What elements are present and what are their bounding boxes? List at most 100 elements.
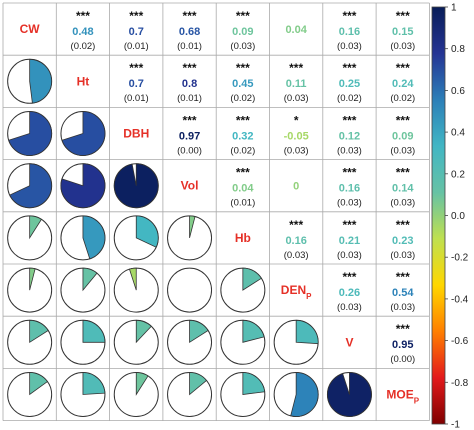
pie-slice bbox=[189, 372, 208, 396]
correlation-value: 0.21 bbox=[339, 235, 360, 247]
variable-label: DBH bbox=[123, 127, 149, 141]
significance-stars: *** bbox=[396, 113, 410, 127]
pie-slice bbox=[29, 372, 49, 396]
pie-slice bbox=[9, 163, 53, 209]
significance-stars: *** bbox=[342, 113, 356, 127]
pie-slice bbox=[327, 372, 372, 417]
colorbar-tick-label: -1 bbox=[451, 420, 460, 430]
standard-error: (0.00) bbox=[177, 145, 202, 156]
variable-label: DENP bbox=[281, 283, 312, 301]
variable-label: CW bbox=[20, 22, 41, 36]
standard-error: (0.03) bbox=[390, 302, 415, 313]
correlation-value: 0.04 bbox=[285, 24, 307, 36]
standard-error: (0.01) bbox=[177, 41, 202, 52]
matrix-cells: CW Ht DBH Vol Hb DENP V MOEP *** 0.48 (0.02) *** 0.7… bbox=[7, 9, 420, 417]
correlation-value: 0.97 bbox=[179, 130, 200, 142]
correlation-value: 0.12 bbox=[339, 130, 360, 142]
correlation-value: 0.11 bbox=[286, 78, 307, 90]
significance-stars: *** bbox=[342, 166, 356, 180]
colorbar-tick-label: -0.8 bbox=[451, 378, 469, 389]
standard-error: (0.02) bbox=[390, 93, 415, 104]
pie-outline bbox=[167, 267, 213, 313]
standard-error: (0.01) bbox=[124, 93, 149, 104]
significance-stars: *** bbox=[183, 113, 197, 127]
significance-stars: *** bbox=[236, 166, 250, 180]
colorbar-ticks: 1 0.8 0.6 0.4 0.2 0.0 -0.2 -0.4 -0.6 -0.8 -1 bbox=[445, 3, 469, 430]
pie-slice bbox=[189, 319, 209, 344]
standard-error: (0.01) bbox=[230, 198, 255, 209]
colorbar-gradient bbox=[431, 6, 446, 425]
standard-error: (0.02) bbox=[71, 41, 96, 52]
correlation-value: 0.7 bbox=[129, 78, 144, 90]
standard-error: (0.03) bbox=[284, 145, 309, 156]
pie-slice bbox=[189, 215, 196, 238]
standard-error: (0.03) bbox=[337, 145, 362, 156]
significance-stars: *** bbox=[342, 61, 356, 75]
correlation-value: 0.16 bbox=[285, 235, 306, 247]
correlation-value: 0 bbox=[293, 181, 299, 193]
grid-lines bbox=[2, 2, 430, 422]
correlation-value: -0.05 bbox=[284, 130, 309, 142]
colorbar-tick-label: 0.2 bbox=[451, 169, 465, 180]
significance-stars: *** bbox=[342, 218, 356, 232]
standard-error: (0.00) bbox=[390, 354, 415, 365]
significance-stars: *** bbox=[396, 218, 410, 232]
pie-slice bbox=[82, 215, 106, 260]
pie-slice bbox=[29, 319, 49, 344]
correlation-value: 0.15 bbox=[392, 26, 413, 38]
significance-stars: *** bbox=[396, 270, 410, 284]
standard-error: (0.03) bbox=[390, 145, 415, 156]
colorbar-tick-label: 0.0 bbox=[451, 211, 465, 222]
variable-label: MOEP bbox=[386, 388, 419, 406]
pie-slice bbox=[82, 267, 98, 292]
significance-stars: *** bbox=[236, 113, 250, 127]
correlation-value: 0.45 bbox=[232, 78, 253, 90]
standard-error: (0.03) bbox=[390, 198, 415, 209]
variable-label: Hb bbox=[235, 231, 251, 245]
correlation-value: 0.23 bbox=[392, 235, 413, 247]
standard-error: (0.02) bbox=[230, 93, 255, 104]
standard-error: (0.02) bbox=[337, 93, 362, 104]
significance-stars: *** bbox=[183, 61, 197, 75]
correlation-value: 0.32 bbox=[232, 130, 253, 142]
pie-slice bbox=[29, 58, 53, 104]
significance-stars: *** bbox=[236, 61, 250, 75]
significance-stars: *** bbox=[289, 218, 303, 232]
correlation-value: 0.26 bbox=[339, 287, 360, 299]
variable-label: Ht bbox=[77, 74, 90, 88]
significance-stars: *** bbox=[129, 9, 143, 23]
correlation-value: 0.54 bbox=[392, 287, 414, 299]
colorbar: 1 0.8 0.6 0.4 0.2 0.0 -0.2 -0.4 -0.6 -0.8 -1 bbox=[431, 3, 469, 430]
correlation-value: 0.16 bbox=[339, 26, 360, 38]
standard-error: (0.03) bbox=[230, 41, 255, 52]
significance-stars: *** bbox=[289, 61, 303, 75]
pie-slice bbox=[135, 215, 159, 248]
pie-slice bbox=[61, 111, 106, 156]
standard-error: (0.03) bbox=[390, 41, 415, 52]
pie-slice bbox=[242, 267, 262, 291]
significance-stars: *** bbox=[183, 9, 197, 23]
correlation-value: 0.14 bbox=[392, 183, 414, 195]
standard-error: (0.03) bbox=[337, 250, 362, 261]
correlation-value: 0.95 bbox=[392, 339, 413, 351]
correlation-value: 0.24 bbox=[392, 78, 414, 90]
standard-error: (0.03) bbox=[337, 41, 362, 52]
correlation-value: 0.25 bbox=[339, 78, 360, 90]
correlation-value: 0.8 bbox=[182, 78, 197, 90]
correlation-value: 0.7 bbox=[129, 26, 144, 38]
significance-stars: *** bbox=[396, 9, 410, 23]
significance-stars: *** bbox=[396, 166, 410, 180]
standard-error: (0.03) bbox=[337, 198, 362, 209]
pie-slice bbox=[242, 372, 266, 395]
correlation-value: 0.68 bbox=[179, 26, 200, 38]
correlation-value: 0.09 bbox=[392, 130, 413, 142]
significance-stars: *** bbox=[396, 322, 410, 336]
standard-error: (0.01) bbox=[177, 93, 202, 104]
pie-slice bbox=[295, 319, 319, 345]
standard-error: (0.03) bbox=[390, 250, 415, 261]
standard-error: (0.03) bbox=[284, 250, 309, 261]
standard-error: (0.02) bbox=[230, 145, 255, 156]
pie-slice bbox=[60, 163, 106, 209]
colorbar-tick-label: 0.4 bbox=[451, 128, 465, 139]
